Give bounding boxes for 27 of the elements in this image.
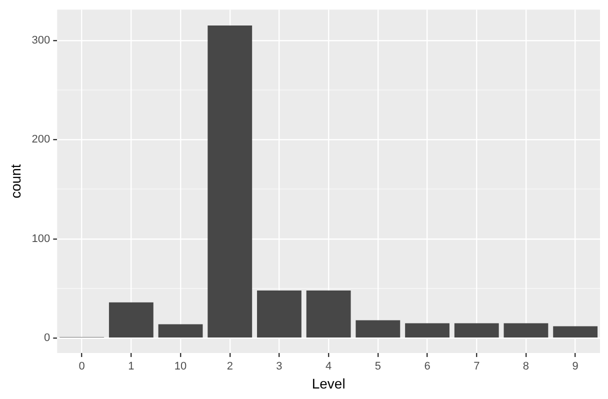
x-tick-label: 1 — [128, 360, 134, 373]
x-tick-label: 5 — [374, 360, 381, 373]
y-tick-label: 100 — [32, 232, 50, 245]
bar — [108, 302, 154, 338]
bar — [257, 290, 302, 338]
x-tick-label: 10 — [174, 360, 187, 373]
x-tick-label: 2 — [226, 360, 233, 373]
x-tick-label: 3 — [276, 360, 282, 373]
x-tick-label: 8 — [522, 360, 530, 373]
x-tick-label: 9 — [572, 360, 578, 373]
bar — [454, 323, 499, 338]
x-tick-label: 4 — [326, 360, 332, 373]
x-axis-title: Level — [312, 375, 346, 392]
bar — [158, 324, 203, 338]
bar — [405, 323, 450, 338]
y-axis-title: count — [7, 164, 24, 198]
x-tick-label: 7 — [474, 360, 480, 373]
y-tick-label: 200 — [32, 134, 50, 146]
bar — [208, 25, 252, 338]
bar — [504, 323, 548, 338]
bar — [306, 290, 351, 338]
y-tick-label: 300 — [32, 34, 50, 46]
x-tick-label: 0 — [78, 360, 85, 373]
bar — [356, 320, 400, 338]
x-tick-label: 6 — [424, 360, 430, 373]
bar — [553, 326, 598, 338]
y-tick-label: 0 — [44, 332, 50, 344]
